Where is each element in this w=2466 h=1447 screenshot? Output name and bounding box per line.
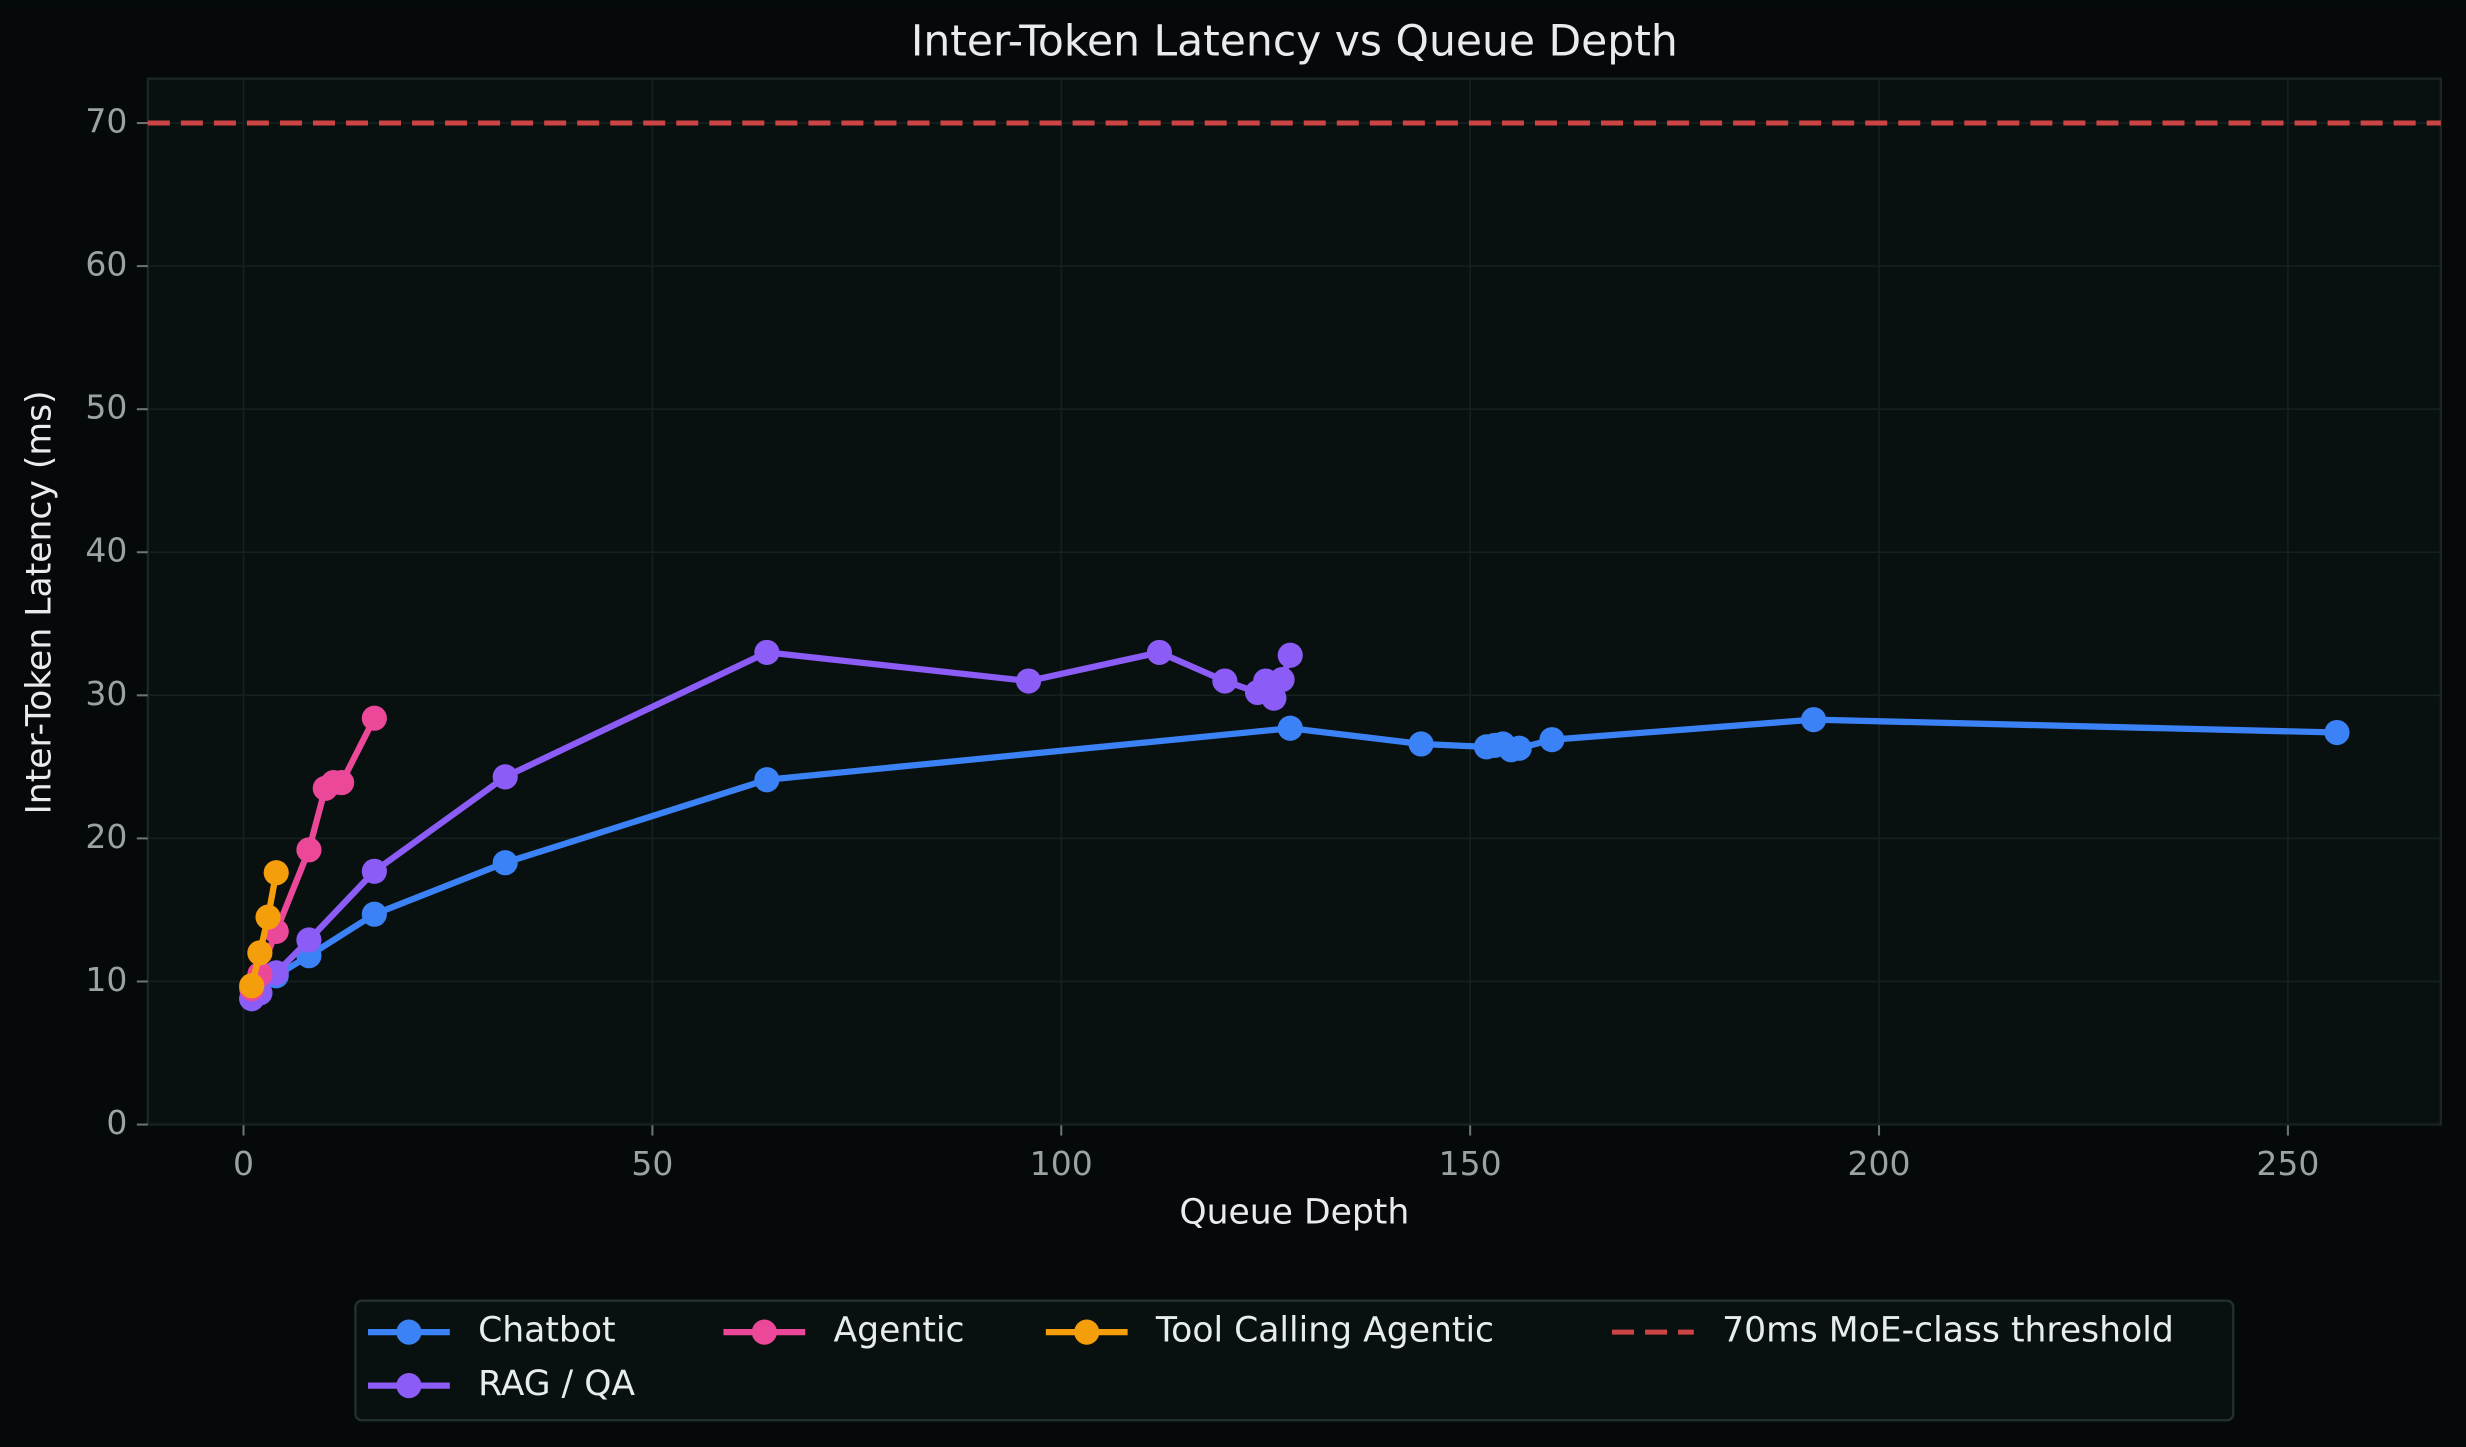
- legend-entries: Chatbot RAG / QA Agentic Tool Calling Agent…: [368, 1311, 2174, 1404]
- x-tick-label: 250: [2256, 1144, 2319, 1183]
- data-point: [1269, 667, 1295, 693]
- legend-label: Chatbot: [478, 1311, 615, 1351]
- data-point: [1801, 707, 1827, 733]
- data-point: [1506, 735, 1532, 761]
- plot: [147, 120, 2441, 1012]
- x-axis-label: Queue Depth: [1179, 1193, 1409, 1233]
- legend: [354, 1299, 2235, 1422]
- data-point: [1146, 639, 1172, 665]
- y-tick-label: 50: [85, 388, 127, 427]
- y-tick-label: 20: [85, 817, 127, 856]
- data-point: [1408, 731, 1434, 757]
- data-point: [329, 770, 355, 796]
- data-point: [1212, 668, 1238, 694]
- x-tick-label: 200: [1848, 1144, 1911, 1183]
- data-point: [1277, 642, 1303, 668]
- y-tick-label: 10: [85, 960, 127, 999]
- legend-marker: [751, 1319, 777, 1345]
- legend-label: Agentic: [834, 1311, 965, 1351]
- x-tick-label: 0: [233, 1144, 254, 1183]
- data-point: [754, 639, 780, 665]
- legend-marker: [1074, 1319, 1100, 1345]
- x-tick-label: 100: [1030, 1144, 1093, 1183]
- data-point: [361, 858, 387, 884]
- data-point: [492, 850, 518, 876]
- legend-label: 70ms MoE-class threshold: [1722, 1311, 2174, 1351]
- data-point: [255, 904, 281, 930]
- data-point: [361, 705, 387, 731]
- legend-marker: [396, 1319, 422, 1345]
- data-point: [1539, 727, 1565, 753]
- data-point: [754, 767, 780, 793]
- data-point: [296, 927, 322, 953]
- data-point: [492, 764, 518, 790]
- data-point: [247, 940, 273, 966]
- series-line: [248, 872, 280, 987]
- x-tick-label: 150: [1439, 1144, 1502, 1183]
- legend-label: Tool Calling Agentic: [1155, 1311, 1494, 1351]
- y-tick-label: 0: [106, 1103, 127, 1142]
- data-point: [2324, 719, 2350, 746]
- data-point: [361, 901, 387, 927]
- plot-area: [146, 77, 2443, 1126]
- data-point: [263, 860, 289, 886]
- y-tick-label: 70: [85, 102, 127, 141]
- data-point: [296, 837, 322, 863]
- y-tick-label: 30: [85, 674, 127, 713]
- legend-label: RAG / QA: [478, 1364, 635, 1404]
- x-tick-label: 50: [631, 1144, 673, 1183]
- data-point: [1015, 668, 1042, 694]
- data-point: [239, 973, 265, 999]
- y-tick-label: 60: [85, 245, 127, 284]
- y-tick-label: 40: [85, 531, 127, 570]
- chart-title: Inter-Token Latency vs Queue Depth: [911, 18, 1678, 67]
- y-axis-label: Inter-Token Latency (ms): [19, 390, 59, 814]
- data-point: [1277, 715, 1303, 741]
- legend-marker: [396, 1373, 422, 1399]
- grid: 0 50 100 150 200 250 0 10 20 30 40 50 60 70: [85, 78, 2441, 1183]
